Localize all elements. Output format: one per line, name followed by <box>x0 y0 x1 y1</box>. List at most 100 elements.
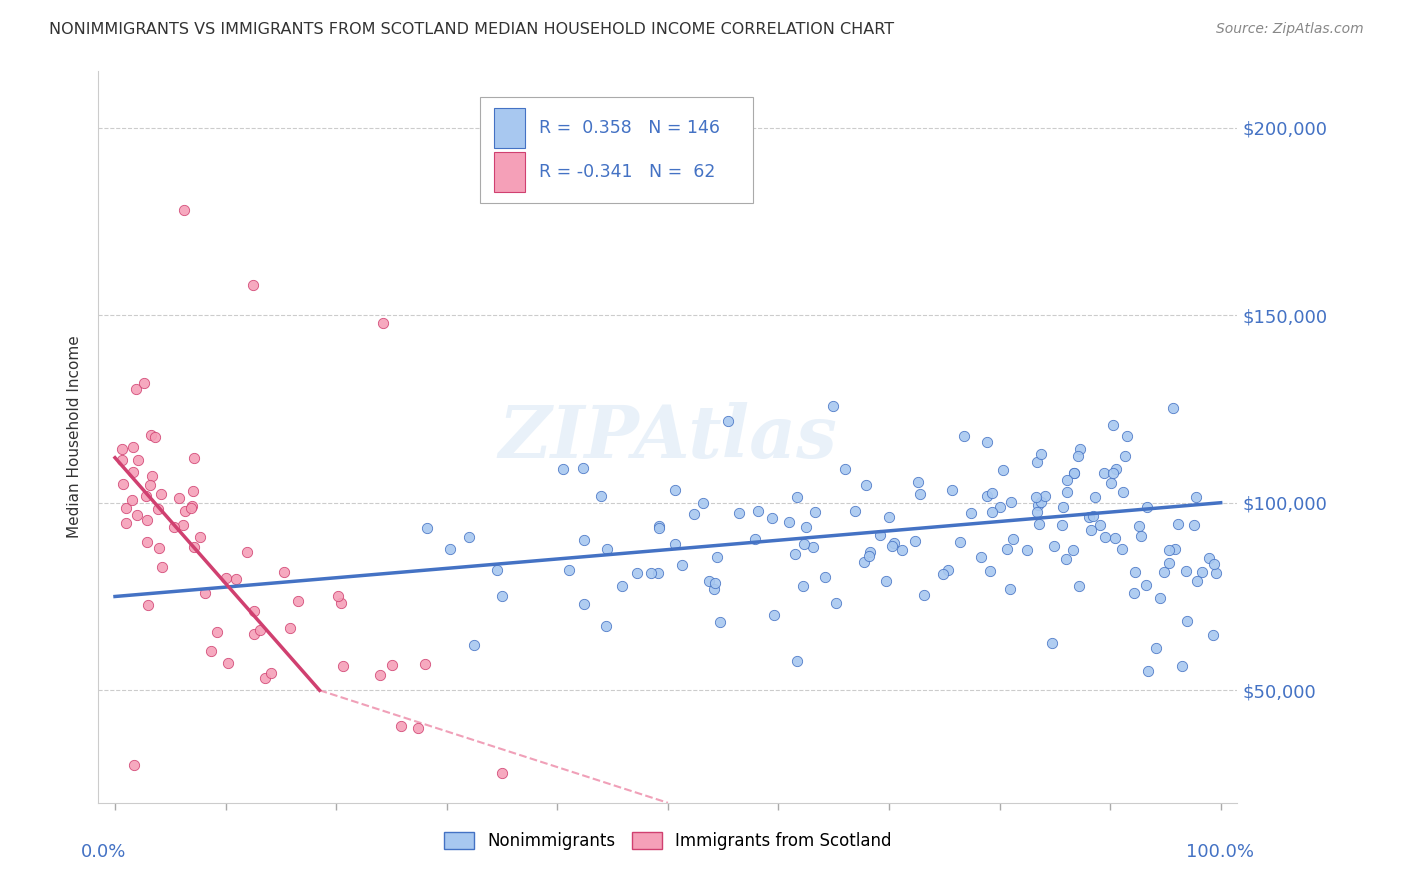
Point <box>1028 516 1050 531</box>
Point <box>1114 450 1136 464</box>
Point <box>941 483 963 498</box>
Point <box>1088 518 1111 533</box>
Point <box>1149 591 1171 606</box>
Point <box>783 547 806 561</box>
Point <box>194 586 217 600</box>
Point <box>115 501 138 516</box>
Point <box>371 316 394 330</box>
Point <box>997 541 1019 556</box>
Point <box>875 574 897 589</box>
Point <box>877 510 900 524</box>
Point <box>683 508 706 522</box>
Point <box>1102 417 1125 432</box>
Point <box>589 489 612 503</box>
Point <box>574 597 596 611</box>
Point <box>744 532 766 546</box>
Point <box>976 435 998 450</box>
Point <box>907 475 929 489</box>
Point <box>1042 539 1064 553</box>
Point <box>278 621 301 635</box>
Point <box>381 657 404 672</box>
Point <box>883 536 905 550</box>
Point <box>1056 485 1078 500</box>
Point <box>491 589 513 603</box>
Point <box>610 579 633 593</box>
Point <box>1002 533 1025 547</box>
Point <box>1135 578 1157 592</box>
Point <box>1128 518 1150 533</box>
Point <box>389 719 412 733</box>
Point <box>136 534 159 549</box>
Point <box>1136 665 1159 679</box>
Point <box>1144 641 1167 656</box>
Point <box>225 572 247 586</box>
Point <box>717 414 740 428</box>
Point <box>1111 542 1133 557</box>
Point <box>1163 401 1185 415</box>
Point <box>413 657 436 671</box>
Point <box>491 765 513 780</box>
Point <box>115 516 138 531</box>
Point <box>243 627 266 641</box>
Point <box>122 758 145 772</box>
Point <box>260 665 283 680</box>
Point <box>1063 466 1085 480</box>
Point <box>595 619 617 633</box>
Point <box>273 565 295 579</box>
Point <box>139 428 162 442</box>
Point <box>1026 455 1049 469</box>
Point <box>1191 566 1213 580</box>
Point <box>970 549 993 564</box>
Point <box>912 588 935 602</box>
Point <box>747 504 769 518</box>
Point <box>814 570 837 584</box>
Point <box>976 489 998 503</box>
Point <box>125 382 148 396</box>
Point <box>253 671 276 685</box>
Point <box>174 503 197 517</box>
Point <box>648 519 671 533</box>
Point <box>1031 495 1053 509</box>
FancyBboxPatch shape <box>479 97 754 203</box>
Point <box>792 578 814 592</box>
Point <box>1175 614 1198 628</box>
Y-axis label: Median Household Income: Median Household Income <box>67 335 83 539</box>
Point <box>217 656 239 670</box>
Point <box>1094 466 1116 480</box>
Point <box>1198 551 1220 566</box>
Point <box>794 520 817 534</box>
Point <box>188 530 211 544</box>
Point <box>173 203 195 218</box>
Point <box>647 566 669 580</box>
Point <box>200 644 222 658</box>
Point <box>855 478 877 492</box>
Point <box>778 515 800 529</box>
Point <box>891 542 914 557</box>
Point <box>858 549 880 563</box>
Point <box>236 545 259 559</box>
Point <box>1026 498 1049 512</box>
Point <box>1129 529 1152 543</box>
Point <box>1067 579 1090 593</box>
Point <box>1122 585 1144 599</box>
Point <box>1204 557 1226 571</box>
Point <box>172 518 194 533</box>
Point <box>1052 500 1074 514</box>
Point <box>852 555 875 569</box>
Point <box>214 571 236 585</box>
Point <box>803 505 825 519</box>
Text: NONIMMIGRANTS VS IMMIGRANTS FROM SCOTLAND MEDIAN HOUSEHOLD INCOME CORRELATION CH: NONIMMIGRANTS VS IMMIGRANTS FROM SCOTLAN… <box>49 22 894 37</box>
Point <box>960 506 983 520</box>
Text: ZIPAtlas: ZIPAtlas <box>499 401 837 473</box>
Point <box>1153 565 1175 579</box>
Point <box>1054 552 1077 566</box>
Point <box>793 537 815 551</box>
Point <box>329 596 352 610</box>
Point <box>143 430 166 444</box>
Point <box>786 490 808 504</box>
Point <box>596 542 619 557</box>
Point <box>801 541 824 555</box>
Point <box>991 462 1014 476</box>
Point <box>181 484 204 499</box>
Text: R = -0.341   N =  62: R = -0.341 N = 62 <box>538 163 716 181</box>
